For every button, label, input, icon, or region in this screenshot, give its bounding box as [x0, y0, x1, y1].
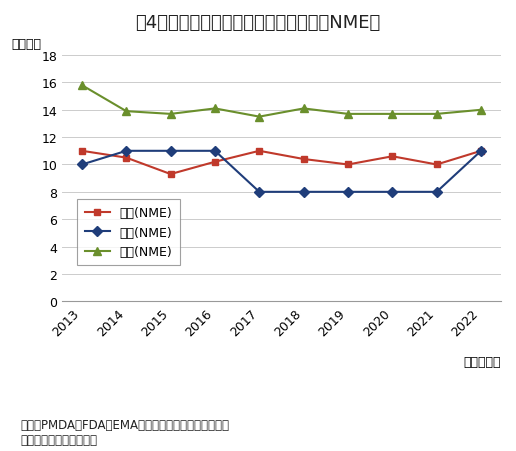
欧州(NME): [345, 112, 351, 117]
Line: 欧州(NME): 欧州(NME): [78, 82, 485, 121]
米国(NME): [345, 190, 351, 195]
Text: （承認年）: （承認年）: [463, 355, 501, 368]
日本(NME): [256, 149, 263, 154]
日本(NME): [79, 149, 85, 154]
米国(NME): [301, 190, 307, 195]
米国(NME): [433, 190, 440, 195]
米国(NME): [212, 149, 218, 154]
日本(NME): [345, 162, 351, 168]
日本(NME): [389, 154, 395, 160]
Legend: 日本(NME), 米国(NME), 欧州(NME): 日本(NME), 米国(NME), 欧州(NME): [77, 199, 180, 266]
欧州(NME): [212, 106, 218, 112]
Text: 围4　審査期間（中央値）の年次推移（NME）: 围4 審査期間（中央値）の年次推移（NME）: [135, 14, 381, 32]
米国(NME): [79, 162, 85, 168]
米国(NME): [256, 190, 263, 195]
日本(NME): [123, 156, 130, 161]
欧州(NME): [389, 112, 395, 117]
日本(NME): [168, 172, 174, 177]
欧州(NME): [433, 112, 440, 117]
米国(NME): [123, 149, 130, 154]
欧州(NME): [256, 115, 263, 120]
欧州(NME): [79, 83, 85, 89]
日本(NME): [301, 157, 307, 162]
Text: 出所：PMDA、FDA、EMAの各公開情報をもとに医薬産
　業政策研究所にて作成: 出所：PMDA、FDA、EMAの各公開情報をもとに医薬産 業政策研究所にて作成: [21, 419, 230, 446]
欧州(NME): [301, 106, 307, 112]
日本(NME): [212, 160, 218, 165]
Line: 米国(NME): 米国(NME): [78, 148, 485, 196]
欧州(NME): [168, 112, 174, 117]
欧州(NME): [123, 109, 130, 115]
日本(NME): [478, 149, 484, 154]
Line: 日本(NME): 日本(NME): [78, 148, 485, 178]
Y-axis label: （月数）: （月数）: [12, 38, 42, 51]
日本(NME): [433, 162, 440, 168]
米国(NME): [478, 149, 484, 154]
欧州(NME): [478, 108, 484, 113]
米国(NME): [168, 149, 174, 154]
米国(NME): [389, 190, 395, 195]
